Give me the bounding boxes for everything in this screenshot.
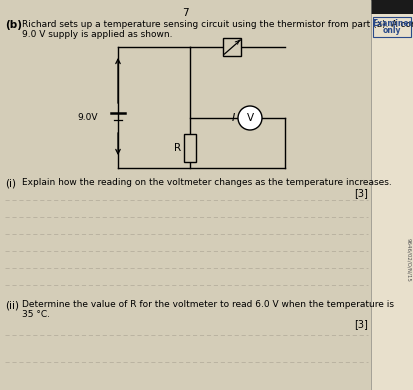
Text: Richard sets up a temperature sensing circuit using the thermistor from part (a): Richard sets up a temperature sensing ci… [22, 20, 413, 29]
Bar [370, 0, 413, 390]
Text: R: R [173, 143, 180, 153]
Text: Determine the value of R for the voltmeter to read 6.0 V when the temperature is: Determine the value of R for the voltmet… [22, 300, 393, 309]
Bar [372, 17, 410, 37]
Text: 7: 7 [181, 8, 188, 18]
Text: V: V [246, 113, 253, 123]
Text: 9646/02/O/N/15: 9646/02/O/N/15 [406, 238, 411, 282]
Text: (i): (i) [5, 178, 16, 188]
Bar [223, 38, 241, 56]
Bar [370, 0, 413, 14]
Circle shape [237, 106, 261, 130]
Text: 35 °C.: 35 °C. [22, 310, 50, 319]
Text: [3]: [3] [353, 319, 367, 329]
Text: 9.0 V supply is applied as shown.: 9.0 V supply is applied as shown. [22, 30, 172, 39]
Text: 9.0V: 9.0V [77, 112, 98, 122]
Text: only: only [382, 26, 400, 35]
Text: (ii): (ii) [5, 300, 19, 310]
Text: Examiner: Examiner [371, 18, 411, 28]
Text: (b): (b) [5, 20, 22, 30]
Text: I: I [231, 113, 234, 123]
Text: Explain how the reading on the voltmeter changes as the temperature increases.: Explain how the reading on the voltmeter… [22, 178, 391, 187]
Bar [183, 134, 195, 162]
Text: [3]: [3] [353, 188, 367, 198]
